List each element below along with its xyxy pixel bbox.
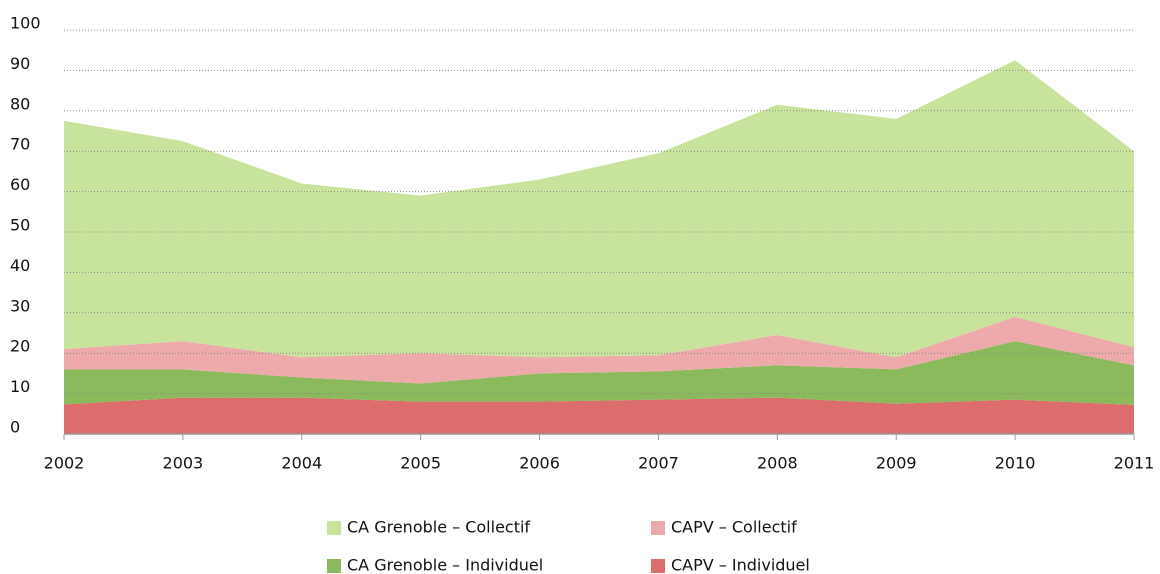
x-tick-label: 2009 <box>876 454 917 473</box>
y-tick-label: 80 <box>10 94 30 113</box>
x-tick-label: 2008 <box>757 454 798 473</box>
x-tick-label: 2003 <box>163 454 204 473</box>
area <box>64 60 1134 358</box>
legend-label: CAPV – Collectif <box>671 518 797 537</box>
y-tick-label: 40 <box>10 256 30 275</box>
y-tick-label: 100 <box>10 14 41 33</box>
x-tick-label: 2002 <box>44 454 85 473</box>
y-tick-label: 20 <box>10 337 30 356</box>
y-tick-label: 50 <box>10 216 30 235</box>
legend-label: CA Grenoble – Individuel <box>347 556 543 574</box>
x-tick-label: 2004 <box>281 454 322 473</box>
y-tick-label: 30 <box>10 296 30 315</box>
legend-label: CA Grenoble – Collectif <box>347 518 530 537</box>
legend-swatch <box>651 521 665 535</box>
x-tick-label: 2011 <box>1114 454 1155 473</box>
y-tick-label: 10 <box>10 377 30 396</box>
area <box>64 397 1134 434</box>
x-tick-label: 2005 <box>400 454 441 473</box>
x-tick-label: 2006 <box>519 454 560 473</box>
y-tick-label: 70 <box>10 135 30 154</box>
legend-swatch <box>327 559 341 573</box>
y-tick-label: 60 <box>10 175 30 194</box>
legend-label: CAPV – Individuel <box>671 556 810 574</box>
x-tick-label: 2007 <box>638 454 679 473</box>
y-tick-label: 0 <box>10 418 20 437</box>
x-tick-label: 2010 <box>995 454 1036 473</box>
area <box>64 341 1134 405</box>
y-tick-label: 90 <box>10 54 30 73</box>
area <box>64 316 1134 384</box>
legend-swatch <box>651 559 665 573</box>
legend-swatch <box>327 521 341 535</box>
